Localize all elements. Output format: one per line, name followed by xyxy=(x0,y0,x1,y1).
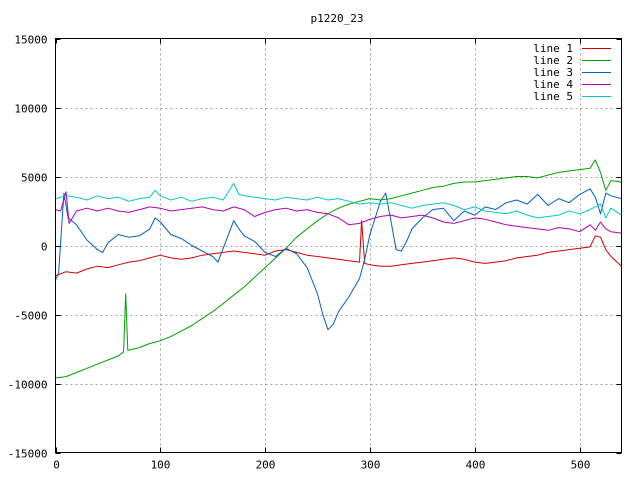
x-tick-label: 200 xyxy=(256,459,276,472)
legend-label-2: line 2 xyxy=(533,54,573,67)
y-tick-label: 5000 xyxy=(21,172,48,185)
grid xyxy=(55,38,622,453)
x-tick-label: 0 xyxy=(53,459,60,472)
x-tick-label: 500 xyxy=(571,459,591,472)
y-tick-label: -15000 xyxy=(8,448,48,461)
y-tick-label: 10000 xyxy=(14,103,47,116)
x-tick-label: 300 xyxy=(361,459,381,472)
series-line-3 xyxy=(55,188,622,331)
x-tick-label: 100 xyxy=(151,459,171,472)
legend-label-3: line 3 xyxy=(533,66,573,79)
series-line-4 xyxy=(55,191,622,234)
axis-ticks: 0 100 200 300 400 500 -15000 -10000 -5000 0 5000 10… xyxy=(8,34,622,472)
chart-title: p1220_23 xyxy=(311,12,364,25)
legend-label-4: line 4 xyxy=(533,78,573,91)
y-tick-label: -5000 xyxy=(14,310,47,323)
series-line-5 xyxy=(55,182,622,219)
legend-label-5: line 5 xyxy=(533,90,573,103)
series-lines xyxy=(55,159,622,379)
y-tick-label: -10000 xyxy=(8,379,48,392)
x-tick-label: 400 xyxy=(466,459,486,472)
y-tick-label: 15000 xyxy=(14,34,47,47)
legend-label-1: line 1 xyxy=(533,42,573,55)
series-line-1 xyxy=(55,220,622,277)
y-tick-label: 0 xyxy=(41,241,48,254)
series-line-2 xyxy=(55,159,622,379)
plot-frame xyxy=(55,38,622,453)
